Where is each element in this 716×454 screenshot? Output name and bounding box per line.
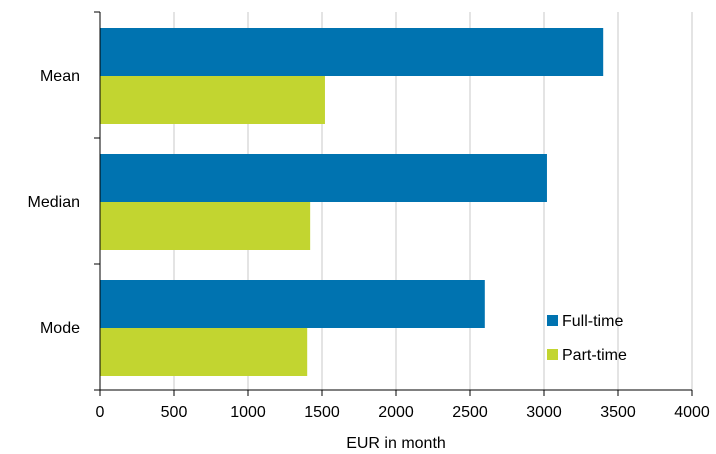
legend: Full-time Part-time: [547, 313, 627, 364]
x-tick-label-2000: 2000: [378, 404, 414, 421]
x-tick-label-500: 500: [161, 404, 188, 421]
x-tick-label-2500: 2500: [452, 404, 488, 421]
x-tick-label-1500: 1500: [304, 404, 340, 421]
x-tick-label-0: 0: [96, 404, 105, 421]
legend-label-full-time: Full-time: [562, 313, 623, 330]
legend-label-part-time: Part-time: [562, 347, 627, 364]
bar-mode-full-time: [100, 280, 485, 328]
bars: [100, 28, 604, 376]
x-tick-labels: 0 500 1000 1500 2000 2500 3000 3500 4000: [96, 404, 710, 421]
x-tick-label-3000: 3000: [526, 404, 562, 421]
bar-mode-part-time: [100, 328, 308, 376]
bar-mean-part-time: [100, 76, 325, 124]
bar-mean-full-time: [100, 28, 604, 76]
x-tick-label-4000: 4000: [674, 404, 710, 421]
x-axis-title: EUR in month: [346, 435, 446, 452]
bar-median-full-time: [100, 154, 547, 202]
legend-swatch-part-time: [547, 349, 558, 360]
y-category-label-mean: Mean: [40, 68, 80, 85]
x-tick-label-1000: 1000: [230, 404, 266, 421]
y-category-label-median: Median: [28, 194, 80, 211]
legend-swatch-full-time: [547, 315, 558, 326]
y-category-label-mode: Mode: [40, 320, 80, 337]
bar-median-part-time: [100, 202, 311, 250]
x-tick-label-3500: 3500: [600, 404, 636, 421]
axes: [94, 11, 693, 396]
y-category-labels: Mean Median Mode: [28, 68, 81, 337]
